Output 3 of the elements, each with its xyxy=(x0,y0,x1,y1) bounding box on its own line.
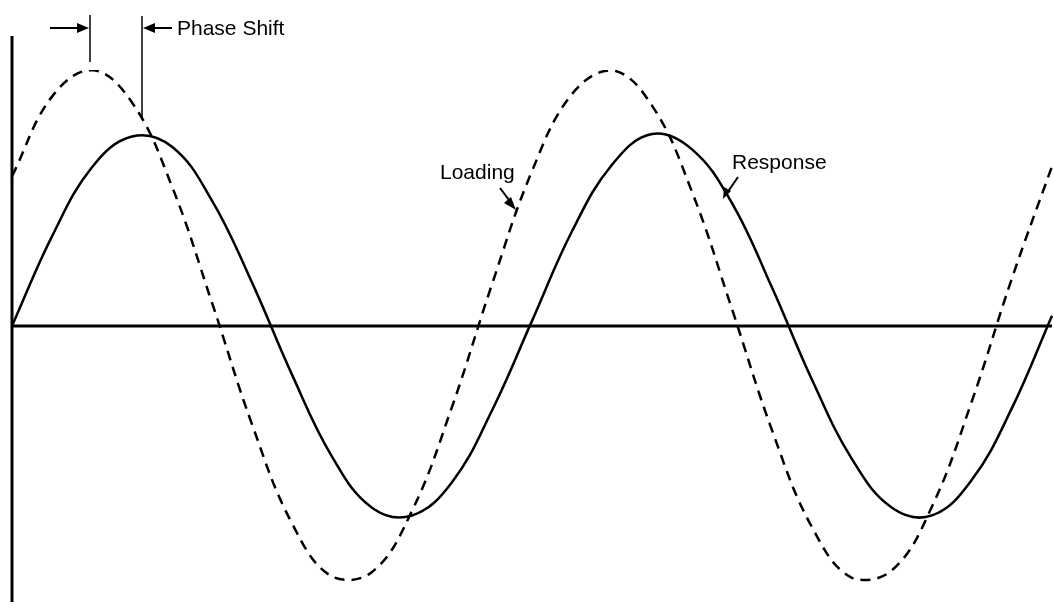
series-label: Loading xyxy=(440,160,515,184)
series-label: Response xyxy=(732,150,827,174)
text: Phase Shift xyxy=(177,16,285,40)
